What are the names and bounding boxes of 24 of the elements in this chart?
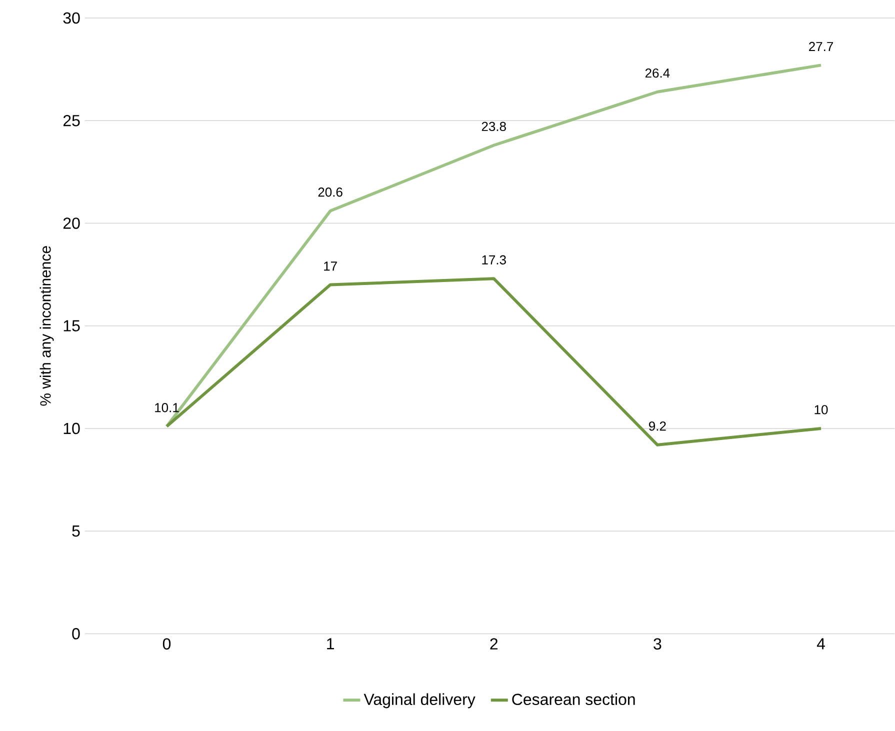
x-tick-label: 1 [327, 638, 334, 650]
data-label: 10.1 [155, 403, 179, 412]
legend-label: Cesarean section [512, 693, 635, 706]
x-tick-label: 3 [654, 638, 662, 650]
x-tick-label: 0 [162, 638, 171, 650]
x-tick-label: 4 [816, 638, 825, 650]
y-tick-label: 25 [63, 115, 80, 126]
y-tick-label: 10 [64, 422, 80, 434]
data-label: 17.3 [482, 255, 506, 265]
data-label: 23.8 [482, 122, 506, 132]
data-label: 10 [814, 405, 828, 414]
data-label: 17 [324, 262, 337, 271]
x-tick-label: 2 [490, 638, 498, 650]
y-axis-title: % with any incontinence [40, 246, 54, 406]
data-label: 20.6 [318, 188, 342, 197]
data-label: 26.4 [645, 68, 670, 78]
y-tick-label: 30 [63, 12, 80, 24]
data-label: 27.7 [809, 42, 833, 52]
data-label: 9.2 [649, 422, 666, 431]
y-tick-label: 20 [63, 218, 80, 230]
y-tick-label: 0 [72, 628, 80, 640]
legend-label: Vaginal delivery [364, 693, 476, 708]
y-tick-label: 15 [64, 320, 80, 332]
y-tick-label: 5 [72, 526, 80, 537]
